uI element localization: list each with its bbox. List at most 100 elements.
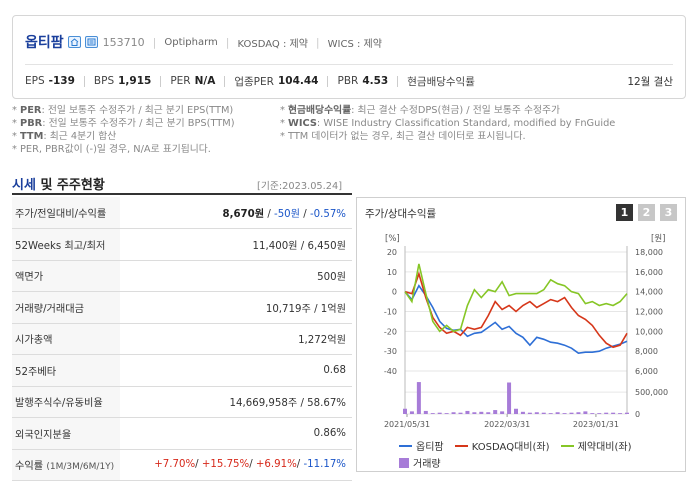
volume-bar <box>576 412 581 414</box>
x-tick-label: 2023/01/31 <box>573 420 619 429</box>
right-tick-label: 10,000 <box>635 327 663 336</box>
footnotes-left: * PER: 전일 보통주 수정주가 / 최근 분기 EPS(TTM) * PB… <box>12 104 235 156</box>
volume-bar <box>430 413 435 414</box>
series-line-price <box>404 284 628 355</box>
table-row: 52주베타 0.68 <box>12 354 352 387</box>
market-sector: KOSDAQ : 제약 <box>237 38 308 50</box>
row-label: 외국인지분율 <box>12 417 120 450</box>
row-value: 14,669,958주 / 58.67% <box>120 386 352 418</box>
volume-bar <box>493 410 498 414</box>
note-line: * PBR: 전일 보통주 수정주가 / 최근 분기 BPS(TTM) <box>12 118 235 129</box>
divider: | <box>315 35 320 49</box>
left-axis-unit: [%] <box>385 234 400 244</box>
wics-sector: WICS : 제약 <box>327 38 382 50</box>
chart-tab-1[interactable]: 1 <box>616 204 633 221</box>
volume-bar <box>541 412 546 414</box>
volume-bar <box>562 413 567 414</box>
bps-value: 1,915 <box>118 75 152 87</box>
note-line: * 현금배당수익률: 최근 결산 수정DPS(현금) / 전일 보통주 수정주가 <box>280 105 561 116</box>
table-row: 외국인지분율 0.86% <box>12 417 352 450</box>
table-row: 시가총액 1,272억원 <box>12 323 352 355</box>
row-label: 발행주식수/유동비율 <box>12 386 120 418</box>
pbr-label: PBR <box>337 75 359 87</box>
divider <box>224 75 226 87</box>
row-value: 0.68 <box>120 354 352 387</box>
volume-bar <box>403 408 407 414</box>
volume-bar <box>437 412 442 414</box>
company-name[interactable]: 옵티팜 <box>25 35 64 51</box>
series-line-kosdaq <box>404 271 628 349</box>
chart-legend: 옵티팜 KOSDAQ대비(좌) 제약대비(좌) 거래량 <box>399 438 640 471</box>
right-tick-label: 18,000 <box>635 248 663 257</box>
eps-value: -139 <box>48 75 75 87</box>
volume-bar <box>625 412 629 414</box>
volume-bar <box>534 412 539 414</box>
price-label: 주가/전일대비/수익률 <box>12 197 120 229</box>
bps-label: BPS <box>93 75 115 87</box>
divider: | <box>225 35 230 49</box>
left-tick-label: -30 <box>384 347 397 356</box>
english-name: Optipharm <box>164 36 218 48</box>
legend-item-price[interactable]: 옵티팜 <box>399 438 444 453</box>
right-tick-label: 8,000 <box>635 347 658 356</box>
x-tick-label: 2021/05/31 <box>384 420 430 429</box>
sector-per-label: 업종PER <box>234 75 274 88</box>
chart-tabs: 1 2 3 <box>616 204 677 221</box>
volume-bar <box>444 413 449 414</box>
ir-icon[interactable] <box>84 36 98 48</box>
card-divider <box>25 64 673 65</box>
row-value: 500원 <box>120 260 352 292</box>
row-value: 0.86% <box>120 417 352 450</box>
table-row: 발행주식수/유동비율 14,669,958주 / 58.67% <box>12 386 352 418</box>
table-row: 52Weeks 최고/최저 11,400원 / 6,450원 <box>12 228 352 261</box>
home-icon[interactable] <box>67 36 81 48</box>
table-row: 수익률 (1M/3M/6M/1Y) +7.70%/ +15.75%/ +6.91… <box>12 449 352 481</box>
table-row: 거래량/거래대금 10,719주 / 1억원 <box>12 291 352 324</box>
table-row: 주가/전일대비/수익률 8,670원 / -50원 / -0.57% <box>12 197 352 229</box>
volume-bar <box>527 412 532 414</box>
stock-code: 153710 <box>102 35 145 49</box>
volume-bar <box>486 412 491 414</box>
volume-bar <box>583 411 588 414</box>
chart-tab-3[interactable]: 3 <box>660 204 677 221</box>
right-tick-label: 14,000 <box>635 288 663 297</box>
volume-bar <box>611 412 616 414</box>
divider: | <box>152 35 157 49</box>
volume-bar <box>479 411 484 414</box>
dividend-yield-label: 현금배당수익률 <box>407 75 475 88</box>
left-tick-label: 0 <box>392 288 397 297</box>
per-value: N/A <box>194 75 216 87</box>
legend-item-volume[interactable]: 거래량 <box>399 455 441 470</box>
volume-bar <box>590 413 595 414</box>
volume-bar <box>472 412 477 414</box>
footnotes-right: * 현금배당수익률: 최근 결산 수정DPS(현금) / 전일 보통주 수정주가… <box>280 104 615 143</box>
left-tick-label: -20 <box>384 327 397 336</box>
volume-bar <box>597 413 602 414</box>
section-title: 시세 및 주주현황 <box>12 178 105 193</box>
volume-bar <box>416 382 421 414</box>
section-rule <box>12 193 352 195</box>
volume-bar <box>465 410 470 414</box>
left-tick-label: 10 <box>387 268 397 277</box>
legend-item-kosdaq[interactable]: KOSDAQ대비(좌) <box>454 438 550 453</box>
metrics-row: EPS -139 BPS 1,915 PER N/A 업종PER 104.44 PBR 4… <box>25 72 673 90</box>
left-tick-label: -10 <box>384 308 397 317</box>
per-label: PER <box>170 75 191 87</box>
note-line: * TTM 데이터가 없는 경우, 최근 결산 데이터로 표시됩니다. <box>280 131 526 142</box>
row-label: 액면가 <box>12 260 120 292</box>
divider <box>83 75 85 87</box>
row-value: 1,272억원 <box>120 323 352 355</box>
market-info-table: 주가/전일대비/수익률 8,670원 / -50원 / -0.57% 52Wee… <box>12 197 352 481</box>
volume-tick-label: 500,000 <box>635 388 668 397</box>
right-tick-label: 12,000 <box>635 308 663 317</box>
volume-bar <box>520 411 525 414</box>
chart-tab-2[interactable]: 2 <box>638 204 655 221</box>
volume-tick-label: 0 <box>635 410 640 419</box>
divider <box>397 75 399 87</box>
volume-bar <box>555 412 560 414</box>
volume-bar <box>548 413 553 414</box>
legend-item-pharma[interactable]: 제약대비(좌) <box>560 438 632 453</box>
right-tick-label: 6,000 <box>635 367 658 376</box>
legend-row: 옵티팜 KOSDAQ대비(좌) 제약대비(좌) <box>399 438 640 453</box>
legend-row: 거래량 <box>399 455 640 471</box>
